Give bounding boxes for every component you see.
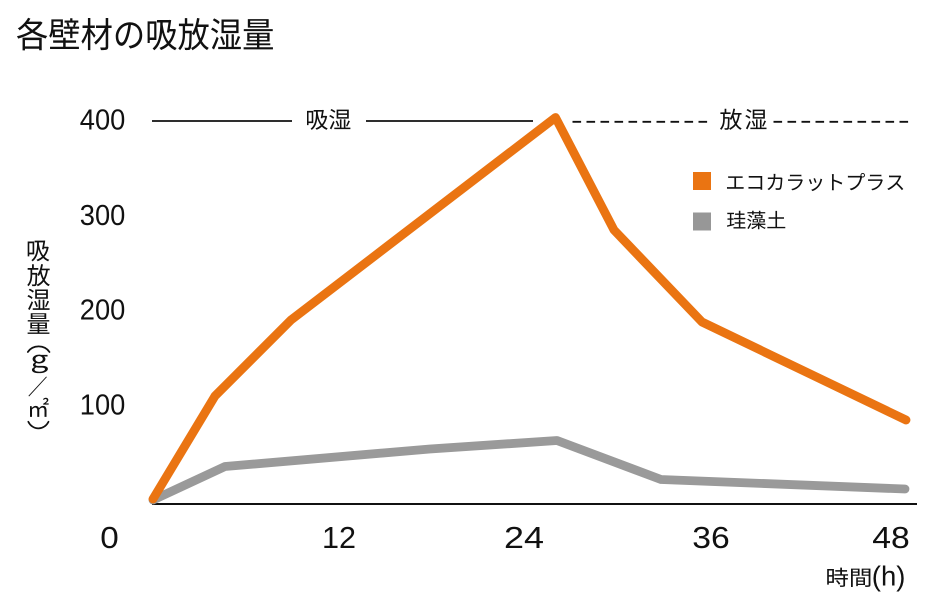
svg-text:0: 0: [100, 520, 119, 555]
svg-text:48: 48: [872, 520, 910, 555]
svg-text:24: 24: [504, 520, 544, 555]
svg-text:36: 36: [692, 520, 730, 555]
svg-text:200: 200: [80, 294, 126, 326]
svg-text:(h): (h): [872, 560, 906, 591]
svg-text:100: 100: [80, 390, 126, 422]
svg-text:300: 300: [80, 200, 126, 232]
svg-text:400: 400: [80, 104, 126, 136]
svg-text:12: 12: [322, 520, 356, 555]
